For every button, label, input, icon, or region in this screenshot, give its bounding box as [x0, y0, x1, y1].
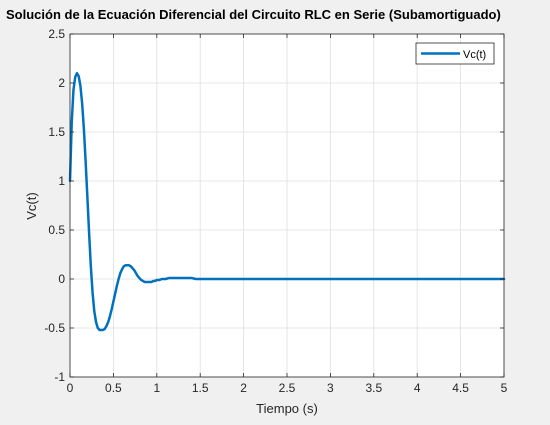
ticks: [69, 33, 505, 378]
x-tick-label: 4.5: [452, 381, 469, 395]
x-tick-label: 4: [414, 381, 421, 395]
y-tick-label: 0: [58, 272, 65, 286]
x-tick-label: 3: [327, 381, 334, 395]
x-tick-label: 5: [501, 381, 508, 395]
y-axis-label: Vc(t): [24, 192, 39, 219]
x-tick-label: 0.5: [105, 381, 122, 395]
chart-title: Solución de la Ecuación Diferencial del …: [6, 7, 501, 22]
y-tick-label: 0.5: [48, 223, 65, 237]
x-tick-label: 1: [153, 381, 160, 395]
x-tick-label: 2: [240, 381, 247, 395]
y-tick-label: 1.5: [48, 125, 65, 139]
legend[interactable]: Vc(t): [415, 42, 495, 65]
x-tick-label: 0: [67, 381, 74, 395]
x-tick-label: 2.5: [279, 381, 296, 395]
y-tick-label: -0.5: [44, 321, 65, 335]
y-tick-label: 2: [58, 76, 65, 90]
y-tick-label: 2.5: [48, 27, 65, 41]
x-tick-labels: 0 0.5 1 1.5 2 2.5 3 3.5 4 4.5 5: [67, 381, 508, 395]
x-axis-label: Tiempo (s): [256, 401, 318, 416]
line-layer: [68, 71, 506, 332]
y-tick-label: 1: [58, 174, 65, 188]
y-tick-labels: -1 -0.5 0 0.5 1 1.5 2 2.5: [44, 27, 65, 384]
x-tick-label: 1.5: [192, 381, 209, 395]
legend-entry-label: Vc(t): [463, 49, 486, 61]
series-line-vc: [68, 71, 506, 332]
x-tick-label: 3.5: [365, 381, 382, 395]
y-tick-label: -1: [54, 370, 65, 384]
